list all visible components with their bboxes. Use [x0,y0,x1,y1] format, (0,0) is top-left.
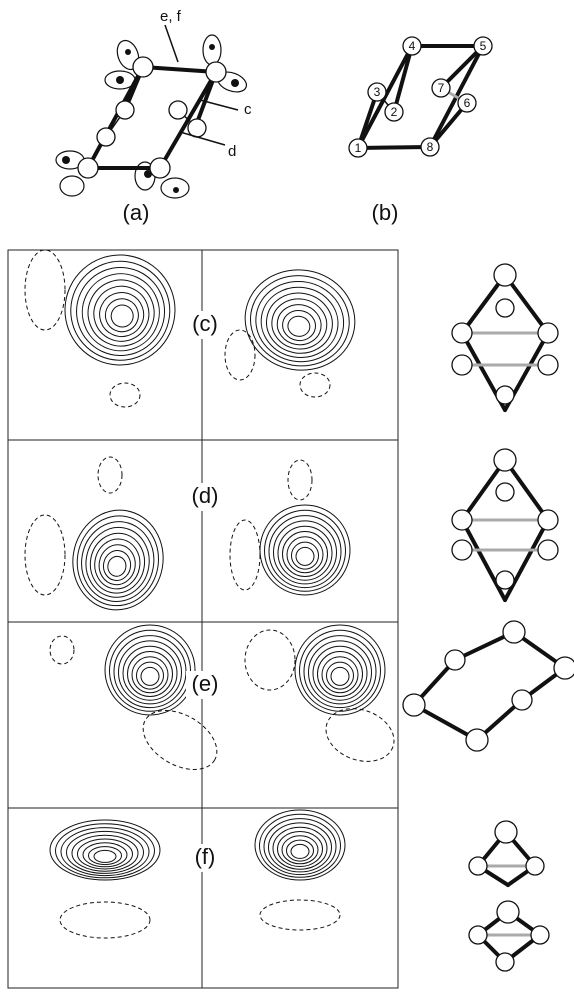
panel-label: (c) [192,311,218,336]
panel-label: (d) [192,483,219,508]
panel-label: (b) [372,200,399,225]
contour [286,315,311,339]
contour [72,835,138,871]
contour [101,548,133,582]
node-label: 3 [374,85,381,99]
contour [278,526,332,580]
panel-label: (a) [123,200,150,225]
node-label: 8 [427,140,434,154]
contour [288,460,312,500]
panel-label: (f) [195,844,216,869]
node-label: 4 [409,39,416,53]
contour [245,630,295,690]
contour [25,515,65,595]
annotation: e, f [160,8,182,25]
contour [273,827,327,869]
node-label: 7 [438,81,445,95]
contour [291,844,309,858]
figure: e, f c d (a) 12345678 (b) (c)(d)(e)(f) [0,0,574,994]
panel-label: (e) [192,671,219,696]
contour [300,630,381,711]
contour [65,503,171,617]
contour [225,330,255,380]
contour [79,271,164,356]
contour [274,301,324,348]
contour [108,302,136,330]
contour [280,308,318,343]
contour [25,250,65,330]
contour [50,636,74,664]
node-label: 6 [464,96,471,110]
annotation: c [244,101,252,118]
contour [106,555,127,578]
contour [265,510,346,591]
node-label: 5 [480,39,487,53]
contour [110,383,140,407]
contour [128,652,173,697]
contour [141,667,159,685]
contour [296,547,314,565]
molecule-sketches [403,264,574,971]
contour [89,847,122,865]
contour [98,457,122,493]
contour [260,814,341,877]
node-label: 2 [391,105,398,119]
contour [331,667,349,685]
contour [318,652,363,697]
contour [260,900,340,930]
contour [110,630,191,711]
contour [283,532,328,577]
contour [86,279,156,349]
contour [94,850,116,862]
annotation: d [228,143,236,160]
contour [230,520,260,590]
contour [60,902,150,938]
node-label: 1 [355,141,362,155]
contour [313,646,367,700]
contour [123,646,177,700]
panel-a-drawing [56,25,249,198]
plot-frame [8,250,398,988]
contour [300,373,330,397]
